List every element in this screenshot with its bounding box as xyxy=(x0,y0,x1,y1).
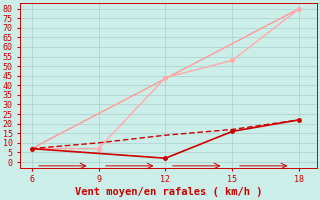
X-axis label: Vent moyen/en rafales ( km/h ): Vent moyen/en rafales ( km/h ) xyxy=(75,187,263,197)
